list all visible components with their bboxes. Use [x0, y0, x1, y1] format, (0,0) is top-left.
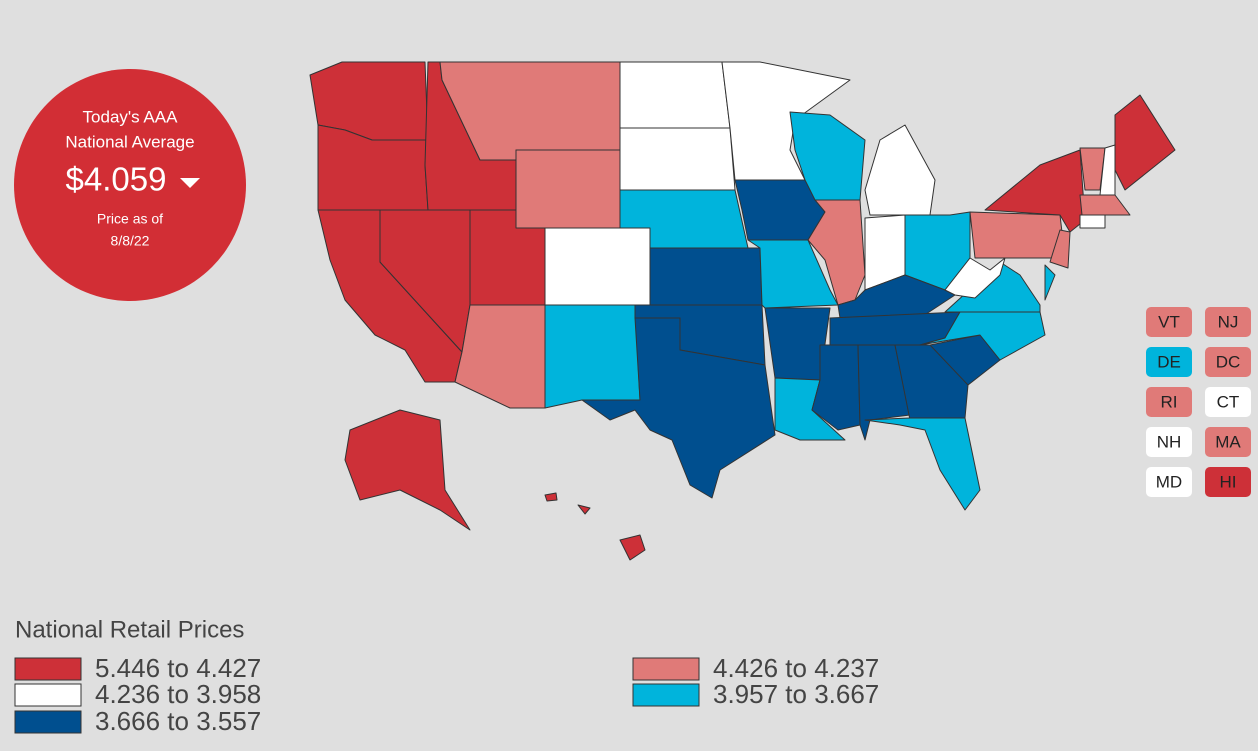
legend-swatch: [632, 683, 700, 707]
button-box[interactable]: [1205, 467, 1251, 497]
button-box[interactable]: [1146, 307, 1192, 337]
us-map: [309, 61, 1176, 561]
state[interactable]: [864, 417, 981, 511]
button-box[interactable]: [1146, 427, 1192, 457]
badge-date: 8/8/22: [111, 233, 150, 249]
button-box[interactable]: [1205, 427, 1251, 457]
state-button[interactable]: VT: [1146, 307, 1192, 337]
state[interactable]: [969, 211, 1066, 259]
state[interactable]: [721, 61, 851, 181]
state[interactable]: [649, 247, 763, 306]
state[interactable]: [454, 304, 546, 409]
state[interactable]: [747, 239, 839, 309]
state[interactable]: [619, 61, 731, 129]
legend-swatch: [14, 710, 82, 734]
state-button[interactable]: DE: [1146, 347, 1192, 377]
button-label[interactable]: VT: [1158, 312, 1180, 331]
button-label[interactable]: DC: [1216, 352, 1241, 371]
state[interactable]: [619, 534, 646, 561]
state[interactable]: [581, 317, 776, 499]
button-box[interactable]: [1205, 307, 1251, 337]
button-label[interactable]: MD: [1156, 472, 1182, 491]
legend-swatch: [14, 657, 82, 681]
legend-label: 4.236 to 3.958: [95, 679, 261, 709]
state-button[interactable]: RI: [1146, 387, 1192, 417]
state[interactable]: [1079, 194, 1131, 216]
button-label[interactable]: HI: [1220, 472, 1237, 491]
badge-date-label: Price as of: [97, 211, 163, 227]
badge-title: National Average: [65, 132, 194, 151]
state[interactable]: [577, 504, 591, 515]
button-box[interactable]: [1205, 347, 1251, 377]
state[interactable]: [515, 149, 621, 229]
button-label[interactable]: RI: [1161, 392, 1178, 411]
state-button[interactable]: HI: [1205, 467, 1251, 497]
down-arrow: [180, 178, 200, 188]
state-button[interactable]: DC: [1205, 347, 1251, 377]
button-box[interactable]: [1205, 387, 1251, 417]
state[interactable]: [864, 124, 936, 216]
button-label[interactable]: MA: [1215, 432, 1241, 451]
badge-circle: [14, 69, 246, 301]
state[interactable]: [1079, 214, 1106, 229]
state[interactable]: [544, 304, 641, 409]
state[interactable]: [544, 492, 558, 502]
legend-title: National Retail Prices: [15, 616, 244, 643]
legend-label: 3.666 to 3.557: [95, 706, 261, 736]
legend-label: 5.446 to 4.427: [95, 653, 261, 683]
badge-title: Today's AAA: [83, 107, 179, 126]
button-label[interactable]: NJ: [1218, 312, 1239, 331]
button-box[interactable]: [1146, 387, 1192, 417]
button-box[interactable]: [1146, 467, 1192, 497]
button-box[interactable]: [1146, 347, 1192, 377]
state-button[interactable]: MD: [1146, 467, 1192, 497]
state[interactable]: [1049, 229, 1071, 269]
state[interactable]: [1114, 94, 1176, 191]
state[interactable]: [919, 311, 1046, 361]
state-button[interactable]: NJ: [1205, 307, 1251, 337]
state[interactable]: [1079, 147, 1106, 191]
button-label[interactable]: NH: [1157, 432, 1182, 451]
state[interactable]: [344, 409, 471, 531]
button-label[interactable]: DE: [1157, 352, 1181, 371]
button-label[interactable]: CT: [1217, 392, 1240, 411]
state-button[interactable]: CT: [1205, 387, 1251, 417]
small-state-buttons: VT NJ DE DC RI CT NH MA MD HI: [1146, 307, 1251, 497]
state[interactable]: [1044, 264, 1056, 301]
badge-price: $4.059: [66, 161, 167, 198]
national-average-badge: Today's AAA National Average $4.059 Pric…: [14, 69, 246, 301]
state[interactable]: [619, 127, 736, 191]
state-button[interactable]: NH: [1146, 427, 1192, 457]
legend-label: 3.957 to 3.667: [713, 679, 879, 709]
legend-swatch: [632, 657, 700, 681]
state[interactable]: [544, 227, 651, 306]
state-button[interactable]: MA: [1205, 427, 1251, 457]
legend: National Retail Prices 5.446 to 4.427 4.4…: [14, 616, 879, 736]
state[interactable]: [944, 257, 1006, 299]
legend-swatch: [14, 683, 82, 707]
legend-label: 4.426 to 4.237: [713, 653, 879, 683]
